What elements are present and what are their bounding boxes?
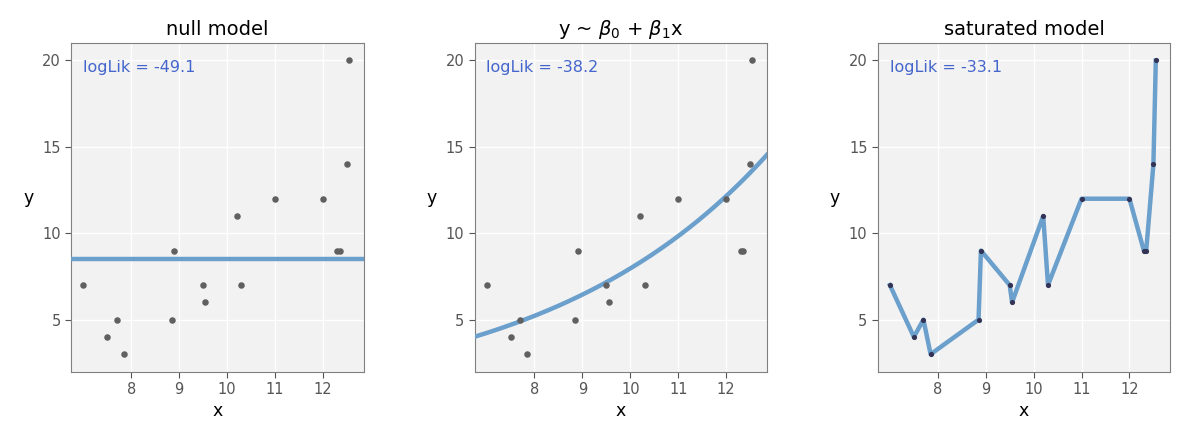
Point [921,351,940,358]
Y-axis label: y: y [23,189,33,207]
Point [914,316,933,323]
Point [1137,247,1156,254]
Title: null model: null model [166,20,268,39]
Point [742,57,762,64]
Point [636,282,655,289]
Point [314,195,333,202]
Point [328,247,347,254]
Point [518,351,537,358]
Point [731,247,750,254]
Point [1038,282,1057,289]
Point [568,247,587,254]
X-axis label: x: x [615,403,626,420]
Point [1000,282,1019,289]
Point [1072,195,1091,202]
Point [565,316,584,323]
Point [265,195,284,202]
Point [227,213,246,219]
Point [733,247,752,254]
Point [478,282,497,289]
Point [904,334,923,340]
Point [880,282,899,289]
Point [511,316,530,323]
Point [163,316,182,323]
Point [1120,195,1139,202]
Point [196,299,215,306]
Point [337,161,356,168]
Point [1034,213,1053,219]
Point [969,316,988,323]
Point [716,195,735,202]
Title: y ~ $\beta_0$ + $\beta_1$x: y ~ $\beta_0$ + $\beta_1$x [558,18,683,41]
Y-axis label: y: y [426,189,437,207]
Point [330,247,349,254]
Point [1135,247,1154,254]
Text: logLik = -49.1: logLik = -49.1 [83,60,195,75]
Point [194,282,213,289]
Point [669,195,688,202]
Point [107,316,126,323]
Point [599,299,618,306]
Point [232,282,251,289]
Point [972,247,991,254]
Text: logLik = -38.2: logLik = -38.2 [486,60,599,75]
Point [1146,57,1165,64]
X-axis label: x: x [213,403,222,420]
Point [74,282,93,289]
Point [596,282,615,289]
Point [165,247,184,254]
Point [631,213,650,219]
Point [740,161,759,168]
Point [97,334,116,340]
Title: saturated model: saturated model [943,20,1105,39]
Point [501,334,520,340]
Point [1003,299,1022,306]
Text: logLik = -33.1: logLik = -33.1 [890,60,1001,75]
X-axis label: x: x [1019,403,1029,420]
Point [340,57,359,64]
Point [114,351,133,358]
Point [1144,161,1163,168]
Y-axis label: y: y [829,189,840,207]
